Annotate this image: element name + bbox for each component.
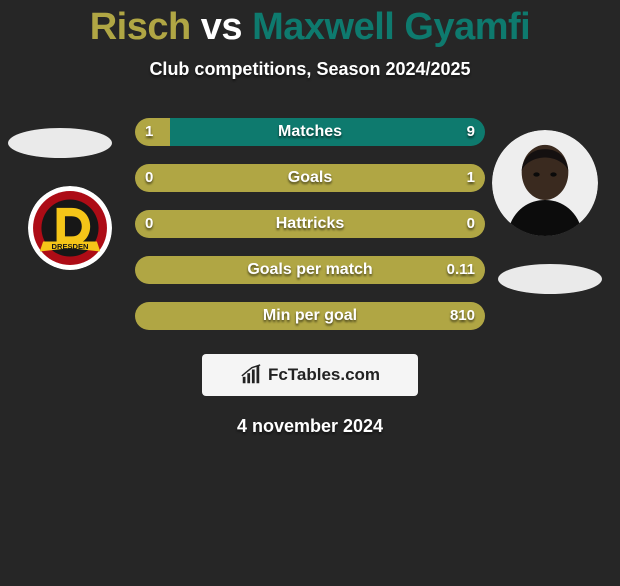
club-badge-icon: DRESDEN bbox=[28, 186, 112, 270]
stat-row: Min per goal810 bbox=[135, 302, 485, 330]
stat-value-left: 0 bbox=[145, 210, 153, 238]
player1-name: Risch bbox=[90, 6, 191, 48]
stat-value-left: 1 bbox=[145, 118, 153, 146]
stat-value-right: 0 bbox=[467, 210, 475, 238]
stat-row: Goals per match0.11 bbox=[135, 256, 485, 284]
stat-value-right: 9 bbox=[467, 118, 475, 146]
stat-label: Hattricks bbox=[135, 210, 485, 238]
player1-club-badge: DRESDEN bbox=[28, 186, 112, 270]
stat-label: Matches bbox=[135, 118, 485, 146]
vs-separator: vs bbox=[201, 6, 242, 48]
stat-label: Goals per match bbox=[135, 256, 485, 284]
player1-placeholder-ellipse bbox=[8, 128, 112, 158]
bar-chart-icon bbox=[240, 364, 262, 386]
stat-value-right: 0.11 bbox=[447, 256, 475, 284]
stat-label: Goals bbox=[135, 164, 485, 192]
stat-label: Min per goal bbox=[135, 302, 485, 330]
player2-name: Maxwell Gyamfi bbox=[252, 6, 530, 48]
svg-text:DRESDEN: DRESDEN bbox=[52, 242, 89, 251]
comparison-title: Risch vs Maxwell Gyamfi bbox=[0, 6, 620, 49]
stat-row: Matches1 9 bbox=[135, 118, 485, 146]
generated-date: 4 november 2024 bbox=[0, 416, 620, 437]
stat-value-right: 1 bbox=[467, 164, 475, 192]
subtitle: Club competitions, Season 2024/2025 bbox=[0, 59, 620, 80]
player2-avatar bbox=[492, 130, 598, 236]
avatar-icon bbox=[492, 130, 598, 236]
stat-value-left: 0 bbox=[145, 164, 153, 192]
stats-container: Matches19Goals01Hattricks00Goals per mat… bbox=[135, 118, 485, 330]
stat-row: Goals0 1 bbox=[135, 164, 485, 192]
watermark-text: FcTables.com bbox=[268, 365, 380, 385]
source-watermark: FcTables.com bbox=[202, 354, 418, 396]
stat-row: Hattricks0 0 bbox=[135, 210, 485, 238]
stat-value-right: 810 bbox=[450, 302, 475, 330]
player2-placeholder-ellipse bbox=[498, 264, 602, 294]
